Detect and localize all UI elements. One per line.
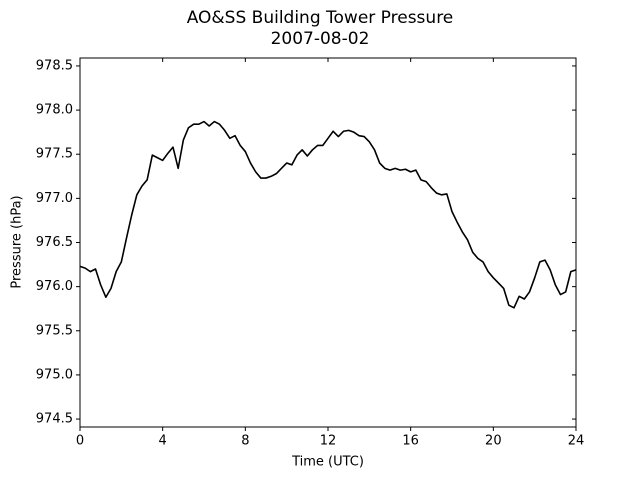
x-tick-label: 20 — [485, 434, 502, 449]
x-tick-label: 8 — [241, 434, 249, 449]
y-tick-label: 977.5 — [36, 147, 73, 162]
y-tick-label: 974.5 — [36, 412, 73, 427]
chart-title: AO&SS Building Tower Pressure — [187, 8, 454, 28]
y-tick-label: 975.5 — [36, 323, 73, 338]
chart-subtitle: 2007-08-02 — [271, 29, 370, 49]
x-tick-label: 24 — [568, 434, 585, 449]
x-tick-label: 16 — [402, 434, 419, 449]
x-axis-label: Time (UTC) — [291, 455, 364, 470]
x-tick-label: 4 — [159, 434, 167, 449]
y-tick-label: 975.0 — [36, 367, 73, 382]
plot-frame — [79, 57, 577, 428]
x-tick-label: 12 — [320, 434, 337, 449]
y-axis-label: Pressure (hPa) — [10, 195, 25, 288]
y-tick-label: 976.0 — [36, 279, 73, 294]
data-line — [79, 120, 577, 309]
x-tick-label: 0 — [76, 434, 84, 449]
y-tick-label: 976.5 — [36, 235, 73, 250]
y-tick-label: 977.0 — [36, 191, 73, 206]
y-tick-label: 978.0 — [36, 103, 73, 118]
y-tick-label: 978.5 — [36, 58, 73, 73]
